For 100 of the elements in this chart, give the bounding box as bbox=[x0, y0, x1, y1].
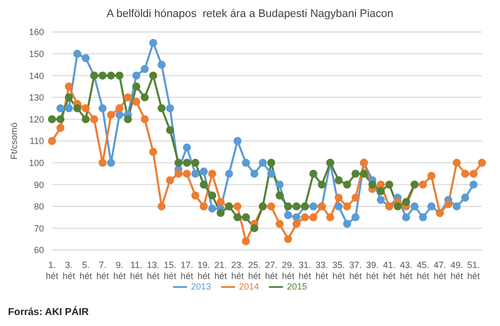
x-tick-label: 3. hét bbox=[62, 260, 76, 281]
y-tick-label: 130 bbox=[28, 92, 44, 103]
x-tick-label: 15. hét bbox=[164, 260, 177, 281]
point bbox=[208, 170, 216, 178]
x-tick-label: 23. hét bbox=[231, 260, 244, 281]
point bbox=[200, 202, 208, 210]
point bbox=[124, 93, 132, 102]
point bbox=[352, 194, 360, 202]
x-tick-label: 43. hét bbox=[400, 260, 413, 281]
point bbox=[48, 115, 56, 124]
point bbox=[427, 172, 436, 180]
point bbox=[292, 213, 301, 222]
point bbox=[334, 176, 343, 184]
point bbox=[410, 202, 419, 210]
point bbox=[478, 158, 486, 167]
y-tick-label: 100 bbox=[28, 158, 44, 168]
x-tick-label: 17. hét bbox=[180, 260, 194, 281]
point bbox=[318, 180, 326, 189]
x-tick-label: 11. hét bbox=[130, 260, 144, 281]
point bbox=[444, 200, 452, 208]
x-tick-label: 21. hét bbox=[214, 260, 228, 281]
point bbox=[64, 104, 73, 112]
point bbox=[402, 213, 410, 222]
point bbox=[276, 220, 284, 228]
point bbox=[208, 192, 216, 200]
point bbox=[208, 204, 216, 213]
point bbox=[98, 158, 107, 167]
x-tick-label: 25. hét bbox=[248, 260, 262, 281]
point bbox=[276, 180, 284, 189]
point bbox=[166, 126, 174, 134]
x-tick-label: 33. hét bbox=[316, 260, 329, 281]
point bbox=[107, 158, 116, 167]
point bbox=[182, 144, 191, 152]
point bbox=[292, 202, 301, 210]
legend-label: 2014 bbox=[238, 281, 260, 292]
point bbox=[376, 180, 385, 189]
point bbox=[191, 192, 200, 200]
point bbox=[309, 213, 318, 222]
x-tick-label: 39. hét bbox=[366, 260, 380, 281]
point bbox=[158, 60, 166, 69]
y-tick-label: 140 bbox=[28, 70, 44, 81]
point bbox=[343, 180, 352, 189]
y-axis-title: Ft/csomó bbox=[9, 122, 20, 160]
point bbox=[216, 208, 225, 217]
x-tick-label: 1. hét bbox=[46, 260, 59, 281]
point bbox=[174, 170, 182, 178]
point bbox=[149, 148, 158, 156]
point bbox=[309, 170, 318, 178]
point bbox=[166, 104, 174, 112]
y-tick-label: 110 bbox=[30, 136, 44, 146]
point bbox=[452, 202, 461, 210]
point bbox=[73, 50, 82, 58]
point bbox=[200, 168, 208, 176]
point bbox=[376, 196, 385, 204]
y-tick-label: 80 bbox=[34, 202, 44, 212]
x-tick-label: 35. hét bbox=[332, 260, 346, 281]
point bbox=[149, 72, 158, 80]
point bbox=[182, 170, 191, 178]
point bbox=[200, 180, 208, 189]
point bbox=[343, 220, 352, 228]
x-tick-label: 13. hét bbox=[146, 260, 160, 281]
point bbox=[107, 72, 116, 80]
x-tick-label: 9. hét bbox=[113, 260, 126, 281]
point bbox=[166, 176, 174, 184]
x-tick-label: 29. hét bbox=[282, 260, 295, 281]
point bbox=[394, 202, 402, 210]
x-tick-label: 45. hét bbox=[416, 260, 430, 281]
point bbox=[385, 180, 394, 189]
point bbox=[470, 180, 478, 189]
point bbox=[98, 104, 107, 112]
point bbox=[140, 115, 149, 124]
point bbox=[82, 104, 90, 112]
point bbox=[82, 54, 90, 62]
point bbox=[427, 202, 436, 210]
point bbox=[132, 72, 140, 80]
point bbox=[158, 104, 166, 112]
point bbox=[82, 115, 90, 124]
point bbox=[98, 72, 107, 80]
point bbox=[149, 38, 158, 47]
point bbox=[284, 202, 292, 210]
point bbox=[56, 115, 64, 124]
point bbox=[242, 158, 250, 167]
legend-label: 2015 bbox=[287, 281, 308, 292]
point bbox=[48, 137, 56, 145]
x-tick-label: 37. hét bbox=[349, 260, 362, 281]
point bbox=[140, 65, 149, 74]
point bbox=[461, 170, 470, 178]
point bbox=[461, 194, 470, 202]
point bbox=[284, 211, 292, 220]
point bbox=[352, 213, 360, 222]
x-tick-label: 7. hét bbox=[96, 260, 110, 281]
point bbox=[343, 202, 352, 210]
x-tick-label: 51. hét bbox=[467, 260, 480, 281]
y-tick-label: 90 bbox=[34, 180, 44, 190]
y-tick-label: 70 bbox=[34, 223, 44, 234]
point bbox=[250, 170, 258, 178]
point bbox=[284, 235, 292, 244]
point bbox=[225, 170, 234, 178]
point bbox=[233, 202, 242, 210]
point bbox=[174, 158, 182, 167]
